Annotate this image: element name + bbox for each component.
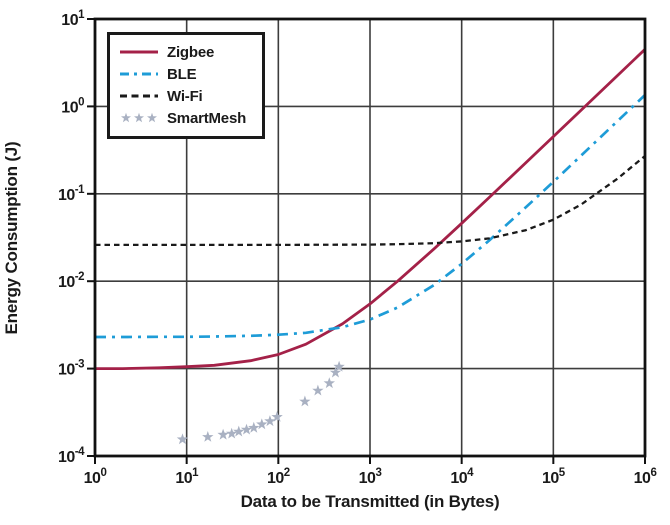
legend-item-smartmesh: SmartMesh [119,107,262,129]
smartmesh-star-marker [333,360,345,372]
legend-label-ble: BLE [167,65,197,83]
x-tick-label: 101 [175,467,199,487]
legend-label-smartmesh: SmartMesh [167,109,247,127]
smartmesh-star-marker [271,410,283,422]
plot-border [93,17,647,458]
smartmesh-stars-sample-icon [121,112,157,123]
y-tick-label: 10-1 [58,184,85,204]
legend-star-glyph [121,112,131,123]
x-axis-title: Data to be Transmitted (in Bytes) [240,492,500,511]
legend-star-glyph [134,112,144,123]
x-tick-label: 103 [359,467,382,487]
y-tick-label: 100 [61,96,84,116]
x-tick-label: 100 [84,467,107,487]
smartmesh-star-marker [264,415,276,427]
smartmesh-star-marker [299,395,311,407]
legend-item-wifi: Wi-Fi [119,85,262,107]
smartmesh-star-marker [233,425,245,437]
smartmesh-star-marker [312,384,324,396]
y-tick-label: 101 [61,9,85,29]
wi-fi-curve [95,155,646,247]
zigbee-curve [95,48,646,370]
wifi-line-sample-icon [120,94,158,98]
legend-item-ble: BLE [119,63,262,85]
smartmesh-star-marker [226,427,238,439]
y-tick-label: 10-4 [58,446,85,466]
x-tick-label: 104 [450,467,474,487]
y-tick-label: 10-2 [58,271,84,291]
legend-star-glyph [147,112,157,123]
smartmesh-star-marker [256,418,268,430]
x-tick-label: 106 [634,467,657,487]
legend-label-zigbee: Zigbee [167,43,215,61]
legend-item-zigbee: Zigbee [119,41,262,63]
smartmesh-star-marker [202,431,214,442]
smartmesh-star-marker [329,366,342,378]
y-tick-label: 10-3 [58,359,84,379]
y-axis-title: Energy Consumption (J) [2,141,21,335]
smartmesh-star-marker [240,423,253,435]
x-tick-label: 102 [267,467,290,487]
smartmesh-star-marker [176,433,189,445]
x-tick-label: 105 [542,467,566,487]
legend: Zigbee BLE Wi-Fi SmartMesh [107,32,265,139]
zigbee-line-sample-icon [120,50,158,54]
ble-line-sample-icon [120,72,158,76]
smartmesh-star-marker [248,421,260,433]
smartmesh-star-marker [217,428,229,440]
smartmesh-star-marker [323,377,335,389]
legend-label-wifi: Wi-Fi [167,87,203,105]
